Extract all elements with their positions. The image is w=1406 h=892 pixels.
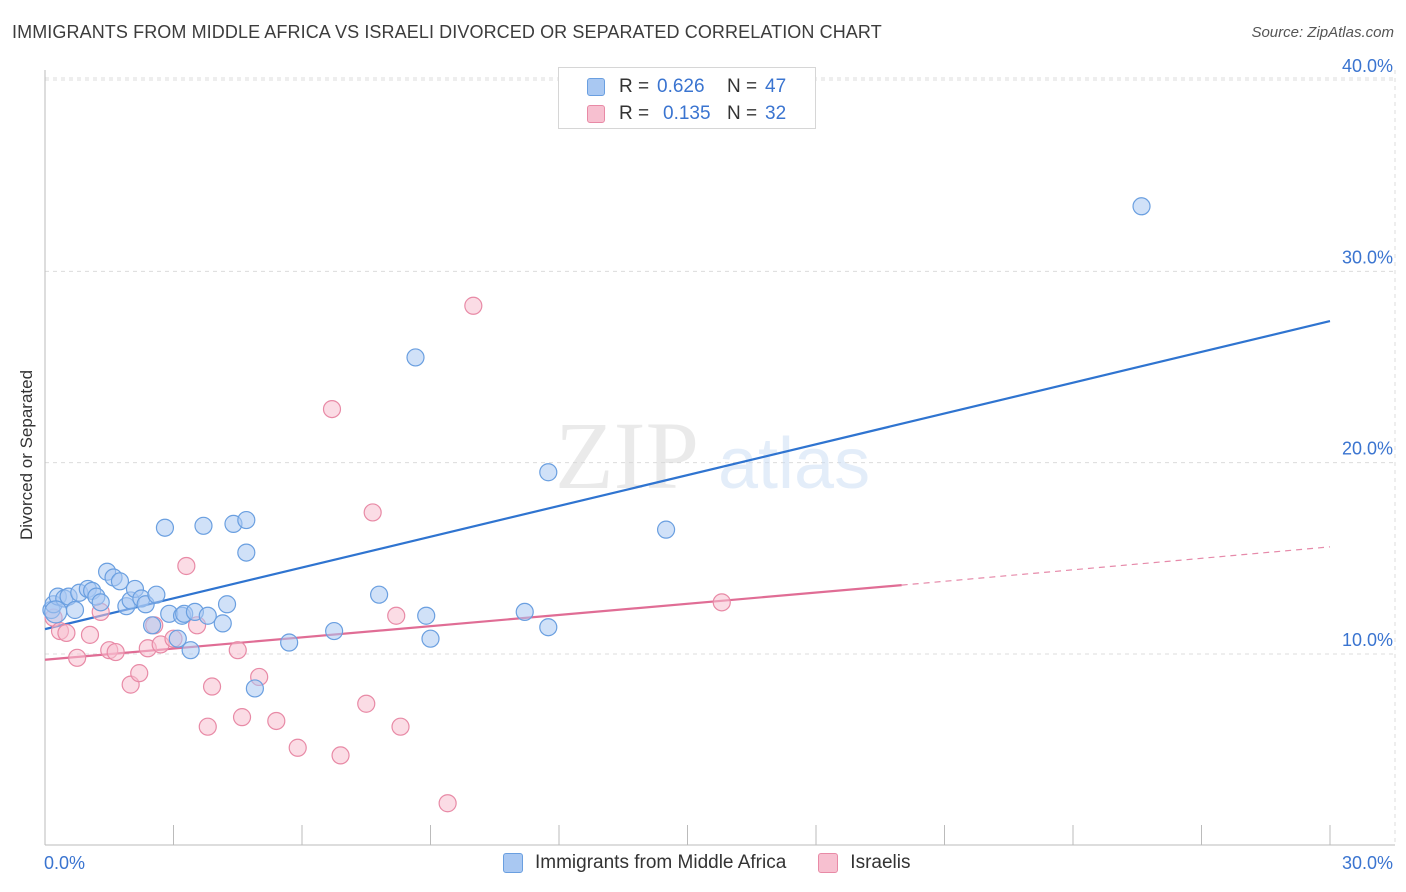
point-israelis [267,711,286,731]
point-israelis [130,664,149,683]
point-middle-africa [237,543,256,562]
point-israelis [391,717,410,736]
chart-title: IMMIGRANTS FROM MIDDLE AFRICA VS ISRAELI… [12,22,882,42]
point-middle-africa [539,463,558,482]
point-middle-africa [237,510,256,530]
point-israelis [357,694,376,713]
point-israelis [202,677,222,696]
point-israelis [198,717,217,736]
trend-line-extension [901,546,1331,586]
point-israelis [363,503,382,522]
point-israelis [232,708,252,727]
watermark-zip: ZIP [555,402,699,509]
point-middle-africa [194,516,213,535]
r-value: 0.626 [657,76,705,97]
point-middle-africa [181,641,200,660]
point-israelis [387,606,406,625]
legend-swatch-blue [587,78,605,96]
legend-label: Immigrants from Middle Africa [535,852,787,873]
point-middle-africa [406,348,425,367]
point-middle-africa [110,572,130,591]
point-middle-africa [515,602,534,622]
legend-row-series-2: R = 0.135 N = 32 [587,101,786,127]
data-points [42,197,1151,813]
legend-label: Israelis [850,852,911,873]
legend-item-middle-africa[interactable]: Immigrants from Middle Africa [503,852,786,874]
legend-row-series-1: R = 0.626 N = 47 [587,74,786,100]
x-tick-label: 0.0% [44,853,85,873]
legend-swatch-pink [587,105,605,123]
point-israelis [712,593,731,612]
n-value: 32 [765,103,787,124]
point-israelis [438,794,457,813]
point-israelis [57,623,76,643]
correlation-legend: R = 0.626 N = 47 R = 0.135 N = 32 [558,67,816,129]
trend-line-israelis [44,584,902,661]
y-tick-label: 30.0% [1342,247,1393,267]
point-middle-africa [325,621,344,641]
point-israelis [68,648,87,667]
point-israelis [228,641,247,660]
n-label: N = [727,103,758,124]
point-israelis [177,556,196,576]
point-middle-africa [417,606,436,625]
legend-swatch-blue [503,853,523,873]
y-tick-label: 40.0% [1342,56,1393,76]
point-israelis [288,738,307,757]
legend-item-israelis[interactable]: Israelis [818,852,910,874]
point-middle-africa [656,520,676,539]
point-israelis [464,296,483,315]
point-middle-africa [91,593,110,612]
series-legend: Immigrants from Middle Africa Israelis [503,852,942,874]
point-middle-africa [280,633,299,652]
y-axis-label: Divorced or Separated [17,369,36,541]
y-tick-label: 10.0% [1342,630,1393,650]
point-middle-africa [147,585,166,604]
y-tick-label: 20.0% [1342,439,1393,459]
point-middle-africa [1132,197,1151,216]
n-value: 47 [765,76,787,97]
point-middle-africa [44,600,68,624]
point-middle-africa [155,518,175,537]
point-middle-africa [421,629,440,648]
point-middle-africa [539,618,558,637]
n-label: N = [727,76,758,97]
point-middle-africa [168,629,187,648]
axes: 10.0% 20.0% 30.0% 40.0% 0.0% 30.0% [44,56,1395,873]
r-label: R = [619,103,650,124]
point-israelis [322,399,342,419]
r-value: 0.135 [663,103,711,124]
point-israelis [80,625,100,644]
r-label: R = [619,76,650,97]
point-middle-africa [213,614,232,633]
trend-line-middle-africa [44,320,1331,631]
point-middle-africa [142,616,162,635]
point-middle-africa [245,679,264,698]
point-israelis [106,642,125,662]
source-label: Source: ZipAtlas.com [1251,24,1394,41]
legend-swatch-pink [818,853,839,873]
point-middle-africa [198,606,217,625]
watermark: ZIP atlas [555,402,870,509]
point-middle-africa [217,595,237,614]
point-middle-africa [65,600,85,620]
point-israelis [331,746,350,765]
point-middle-africa [370,585,389,604]
x-tick-label: 30.0% [1342,853,1393,873]
